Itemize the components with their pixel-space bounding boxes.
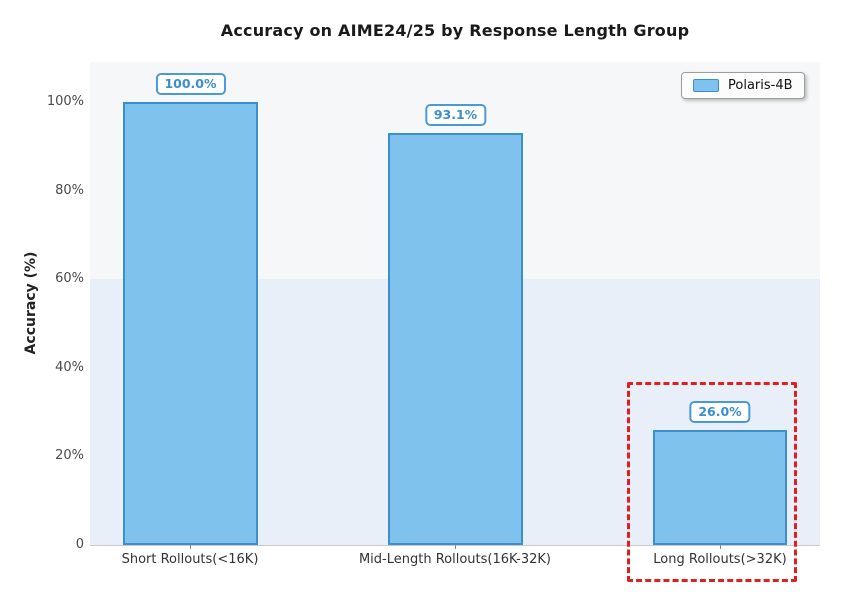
ytick-0: 0 — [75, 537, 84, 552]
ytick-40: 40% — [55, 360, 84, 375]
bar-group-mid-length-rollouts: 93.1% — [388, 62, 523, 545]
ytick-20: 20% — [55, 448, 84, 463]
bar-long-rollouts — [653, 430, 787, 545]
bar-group-short-rollouts: 100.0% — [123, 62, 258, 545]
y-axis-label: Accuracy (%) — [23, 251, 39, 355]
legend: Polaris-4B — [681, 72, 805, 99]
xtick-mark-mid — [455, 545, 456, 549]
xtick-label-mid-length-rollouts: Mid-Length Rollouts(16K-32K) — [358, 552, 552, 567]
bar-group-long-rollouts: 26.0% — [653, 62, 787, 545]
ytick-80: 80% — [55, 183, 84, 198]
xtick-label-short-rollouts: Short Rollouts(<16K) — [121, 552, 259, 567]
value-label-long-rollouts: 26.0% — [689, 400, 751, 423]
value-label-mid-length-rollouts: 93.1% — [424, 103, 487, 126]
plot-area: 100.0% 93.1% 26.0% — [90, 62, 820, 545]
legend-swatch-polaris-4b — [693, 79, 719, 92]
ytick-100: 100% — [46, 94, 84, 109]
value-label-short-rollouts: 100.0% — [155, 72, 226, 95]
xtick-mark-short — [190, 545, 191, 549]
legend-label: Polaris-4B — [728, 78, 793, 93]
bar-short-rollouts — [123, 102, 258, 545]
xtick-mark-long — [720, 545, 721, 549]
chart-title: Accuracy on AIME24/25 by Response Length… — [220, 21, 690, 40]
ytick-60: 60% — [55, 271, 84, 286]
xtick-label-long-rollouts: Long Rollouts(>32K) — [653, 552, 787, 567]
bar-mid-length-rollouts — [388, 133, 523, 545]
